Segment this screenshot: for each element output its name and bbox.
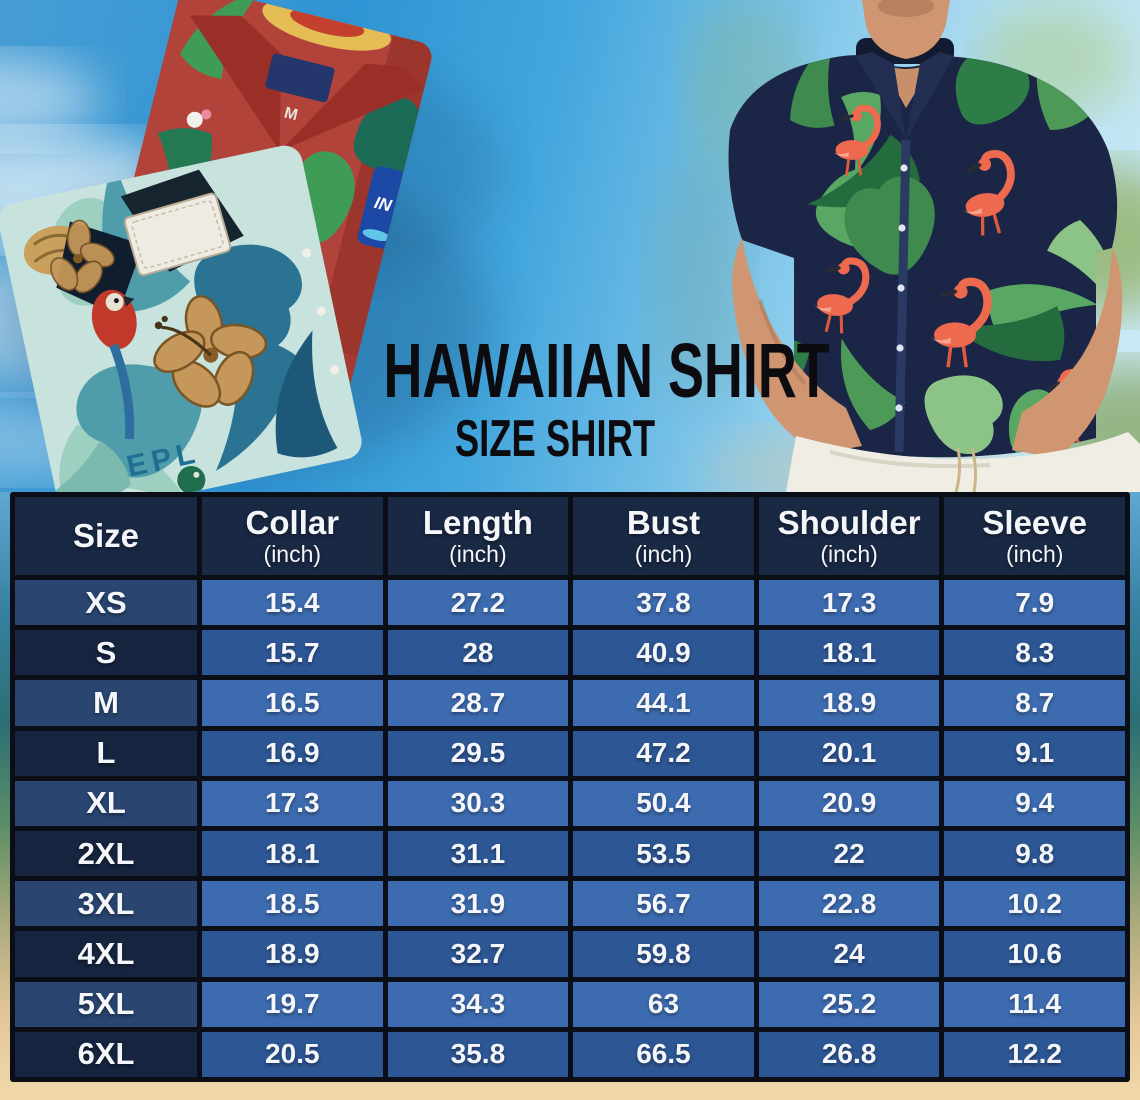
size-cell-4xl: 4XL <box>15 931 197 977</box>
value-cell-xl-shoulder: 20.9 <box>758 780 940 826</box>
value-cell-6xl-collar: 20.5 <box>202 1031 383 1077</box>
value-cell-5xl-bust: 63 <box>573 981 754 1027</box>
value-cell-6xl-shoulder: 26.8 <box>758 1031 940 1077</box>
value-cell-4xl-bust: 59.8 <box>573 931 754 977</box>
value-cell-xl-sleeve: 9.4 <box>944 780 1125 826</box>
value-cell-xs-length: 27.2 <box>387 580 569 626</box>
size-cell-6xl: 6XL <box>15 1031 197 1077</box>
value-cell-s-collar: 15.7 <box>202 630 383 676</box>
value-cell-4xl-collar: 18.9 <box>202 931 383 977</box>
value-cell-3xl-collar: 18.5 <box>202 881 383 927</box>
size-cell-l: L <box>15 730 197 776</box>
beach-background-illustration: M IN <box>0 0 1140 492</box>
hero-banner: M IN <box>0 0 1140 492</box>
value-cell-2xl-bust: 53.5 <box>573 831 754 877</box>
value-cell-4xl-shoulder: 24 <box>758 931 940 977</box>
value-cell-2xl-collar: 18.1 <box>202 831 383 877</box>
value-cell-3xl-bust: 56.7 <box>573 881 754 927</box>
folded-shirts-illustration: M IN <box>0 0 500 492</box>
value-cell-m-collar: 16.5 <box>202 680 383 726</box>
value-cell-3xl-shoulder: 22.8 <box>758 881 940 927</box>
size-cell-xs: XS <box>15 580 197 626</box>
value-cell-6xl-bust: 66.5 <box>573 1031 754 1077</box>
value-cell-s-shoulder: 18.1 <box>758 630 940 676</box>
value-cell-xl-collar: 17.3 <box>202 780 383 826</box>
header-cell-collar: Collar (inch) <box>202 497 383 575</box>
value-cell-xs-sleeve: 7.9 <box>944 580 1125 626</box>
value-cell-6xl-length: 35.8 <box>387 1031 569 1077</box>
value-cell-xs-bust: 37.8 <box>573 580 754 626</box>
value-cell-l-shoulder: 20.1 <box>758 730 940 776</box>
header-cell-sleeve: Sleeve (inch) <box>944 497 1125 575</box>
value-cell-s-bust: 40.9 <box>573 630 754 676</box>
value-cell-5xl-collar: 19.7 <box>202 981 383 1027</box>
value-cell-m-sleeve: 8.7 <box>944 680 1125 726</box>
red-shirt-logo-text: IN <box>372 193 394 216</box>
value-cell-l-collar: 16.9 <box>202 730 383 776</box>
value-cell-m-shoulder: 18.9 <box>758 680 940 726</box>
size-cell-xl: XL <box>15 780 197 826</box>
value-cell-l-length: 29.5 <box>387 730 569 776</box>
value-cell-3xl-length: 31.9 <box>387 881 569 927</box>
value-cell-m-bust: 44.1 <box>573 680 754 726</box>
value-cell-3xl-sleeve: 10.2 <box>944 881 1125 927</box>
value-cell-l-bust: 47.2 <box>573 730 754 776</box>
value-cell-s-sleeve: 8.3 <box>944 630 1125 676</box>
size-table-grid: Size Collar (inch) Length (inch) Bust (inch) Sh… <box>10 492 1130 1082</box>
value-cell-2xl-sleeve: 9.8 <box>944 831 1125 877</box>
size-cell-2xl: 2XL <box>15 831 197 877</box>
value-cell-l-sleeve: 9.1 <box>944 730 1125 776</box>
value-cell-5xl-sleeve: 11.4 <box>944 981 1125 1027</box>
size-table-section: Size Collar (inch) Length (inch) Bust (inch) Sh… <box>0 492 1140 1100</box>
value-cell-xl-length: 30.3 <box>387 780 569 826</box>
teal-shirt-illustration: EPL <box>0 145 365 492</box>
size-cell-3xl: 3XL <box>15 881 197 927</box>
size-cell-5xl: 5XL <box>15 981 197 1027</box>
model-man-illustration <box>728 0 1140 492</box>
header-cell-size: Size <box>15 497 197 575</box>
value-cell-4xl-length: 32.7 <box>387 931 569 977</box>
value-cell-4xl-sleeve: 10.6 <box>944 931 1125 977</box>
value-cell-2xl-length: 31.1 <box>387 831 569 877</box>
header-cell-shoulder: Shoulder (inch) <box>758 497 940 575</box>
value-cell-xs-collar: 15.4 <box>202 580 383 626</box>
value-cell-s-length: 28 <box>387 630 569 676</box>
value-cell-5xl-shoulder: 25.2 <box>758 981 940 1027</box>
value-cell-6xl-sleeve: 12.2 <box>944 1031 1125 1077</box>
value-cell-2xl-shoulder: 22 <box>758 831 940 877</box>
value-cell-xs-shoulder: 17.3 <box>758 580 940 626</box>
value-cell-xl-bust: 50.4 <box>573 780 754 826</box>
size-cell-m: M <box>15 680 197 726</box>
size-cell-s: S <box>15 630 197 676</box>
value-cell-5xl-length: 34.3 <box>387 981 569 1027</box>
value-cell-m-length: 28.7 <box>387 680 569 726</box>
red-shirt-size-tag: M <box>282 104 299 124</box>
header-cell-bust: Bust (inch) <box>573 497 754 575</box>
header-cell-length: Length (inch) <box>387 497 569 575</box>
